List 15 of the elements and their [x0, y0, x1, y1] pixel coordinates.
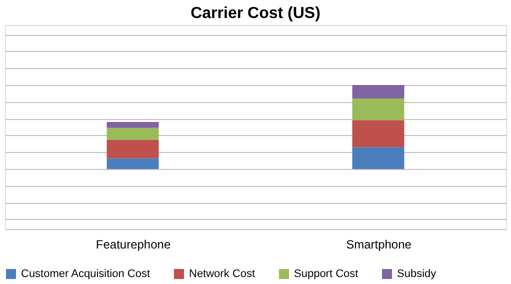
- bar: [352, 147, 404, 169]
- legend-label: Subsidy: [397, 268, 437, 280]
- bar: [352, 120, 404, 148]
- x-tick-label: Featurephone: [96, 238, 171, 252]
- bar: [352, 85, 404, 99]
- chart-title: Carrier Cost (US): [190, 5, 320, 22]
- bar: [106, 140, 159, 158]
- legend-label: Customer Acquisition Cost: [21, 268, 150, 280]
- legend-label: Network Cost: [189, 268, 256, 280]
- x-tick-label: Smartphone: [346, 238, 412, 252]
- bar: [106, 158, 159, 169]
- legend-label: Support Cost: [294, 268, 358, 280]
- bar: [106, 128, 159, 140]
- bar: [352, 98, 404, 120]
- bar: [106, 122, 159, 128]
